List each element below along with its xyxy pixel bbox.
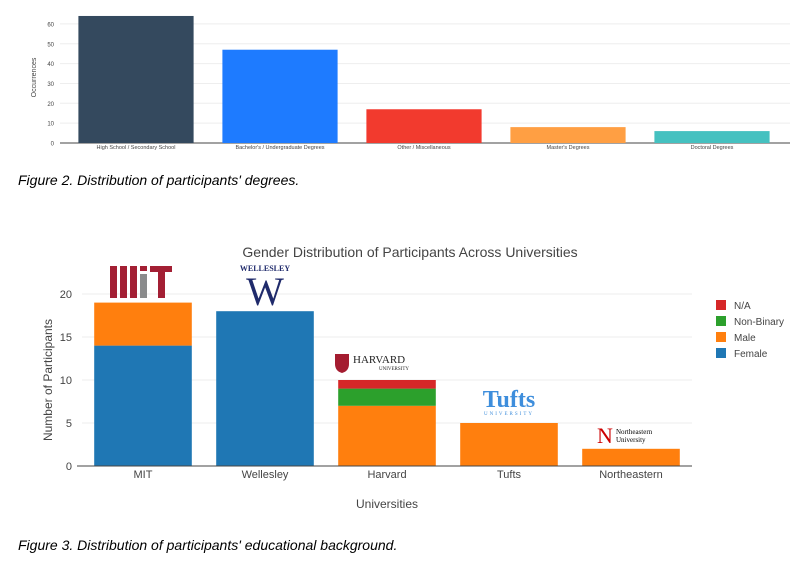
tufts-logo-text: Tufts [483, 387, 535, 413]
legend-label-female: Female [734, 349, 768, 360]
bar-harvard-non-binary [338, 388, 436, 406]
harvard-logo-subtext: UNIVERSITY [379, 367, 409, 372]
x-tick-label: Bachelor's / Undergraduate Degrees [235, 145, 324, 151]
bar-northeastern-male [582, 448, 680, 466]
y-tick-label: 0 [66, 461, 72, 473]
x-tick-label: Master's Degrees [547, 145, 590, 151]
legend-swatch-n-a [716, 300, 726, 310]
harvard-logo-text: HARVARD [353, 354, 405, 366]
y-tick-label: 30 [47, 82, 54, 88]
legend-swatch-non-binary [716, 316, 726, 326]
y-tick-label: 20 [47, 102, 54, 108]
figure-3-caption: Figure 3. Distribution of participants' … [18, 537, 398, 553]
bar-master-s-degrees [510, 127, 626, 143]
harvard-shield-icon [335, 354, 349, 373]
legend-label-n-a: N/A [734, 301, 751, 312]
x-tick-label: Doctoral Degrees [691, 145, 734, 151]
bar-wellesley-female [216, 311, 314, 466]
legend-swatch-female [716, 348, 726, 358]
y-axis-title: Number of Participants [41, 319, 55, 441]
bar-harvard-male [338, 405, 436, 466]
wellesley-logo-mark: W [246, 269, 284, 314]
y-axis-title: Occurrences [31, 57, 38, 97]
legend-swatch-male [716, 332, 726, 342]
x-tick-label: Northeastern [599, 469, 663, 481]
y-tick-label: 50 [47, 42, 54, 48]
mit-logo: MIT [110, 266, 172, 303]
bar-bachelor-s-undergraduate-degrees [222, 49, 338, 143]
tufts-logo-subtext: UNIVERSITY [484, 412, 534, 417]
bar-doctoral-degrees [654, 131, 770, 143]
mit-logo-bar [120, 266, 127, 298]
mit-logo-bar [158, 266, 165, 298]
bar-tufts-male [460, 423, 558, 466]
mit-logo-label: MIT [142, 301, 144, 303]
x-tick-label: Tufts [497, 469, 522, 481]
figure-2-caption: Figure 2. Distribution of participants' … [18, 172, 300, 188]
northeastern-logo-mark: N [597, 423, 613, 448]
gender-stacked-bar-chart: Gender Distribution of Participants Acro… [41, 244, 784, 511]
mit-logo-bar [110, 266, 117, 298]
x-tick-label: Harvard [367, 469, 406, 481]
wellesley-logo-text: WELLESLEY [240, 264, 290, 273]
bar-mit-male [94, 302, 192, 346]
chart-title: Gender Distribution of Participants Acro… [242, 244, 577, 260]
y-tick-label: 60 [47, 22, 54, 28]
legend-label-non-binary: Non-Binary [734, 317, 784, 328]
y-tick-label: 20 [60, 289, 72, 301]
x-tick-label: Wellesley [242, 469, 289, 481]
bar-high-school-secondary-school [78, 15, 194, 144]
bar-harvard-n-a [338, 380, 436, 389]
x-axis-title: Universities [356, 497, 418, 511]
mit-logo-bar [140, 266, 147, 271]
x-tick-label: High School / Secondary School [97, 145, 176, 151]
bar-other-miscellaneous [366, 109, 482, 143]
northeastern-logo-subtext: University [616, 436, 646, 444]
y-tick-label: 10 [47, 122, 54, 128]
y-tick-label: 10 [60, 375, 72, 387]
y-tick-label: 5 [66, 418, 72, 430]
mit-logo-bar [140, 274, 147, 298]
northeastern-logo-text: Northeastern [616, 428, 653, 436]
x-tick-label: Other / Miscellaneous [397, 145, 450, 151]
mit-logo-bar [130, 266, 137, 298]
y-tick-label: 0 [51, 142, 55, 148]
y-tick-label: 15 [60, 332, 72, 344]
degrees-bar-chart: 0 10 20 30 40 50 60 Occurrences High School / Se… [31, 15, 790, 151]
x-tick-label: MIT [134, 469, 153, 481]
y-tick-label: 40 [47, 62, 54, 68]
legend-label-male: Male [734, 333, 756, 344]
bar-mit-female [94, 345, 192, 466]
